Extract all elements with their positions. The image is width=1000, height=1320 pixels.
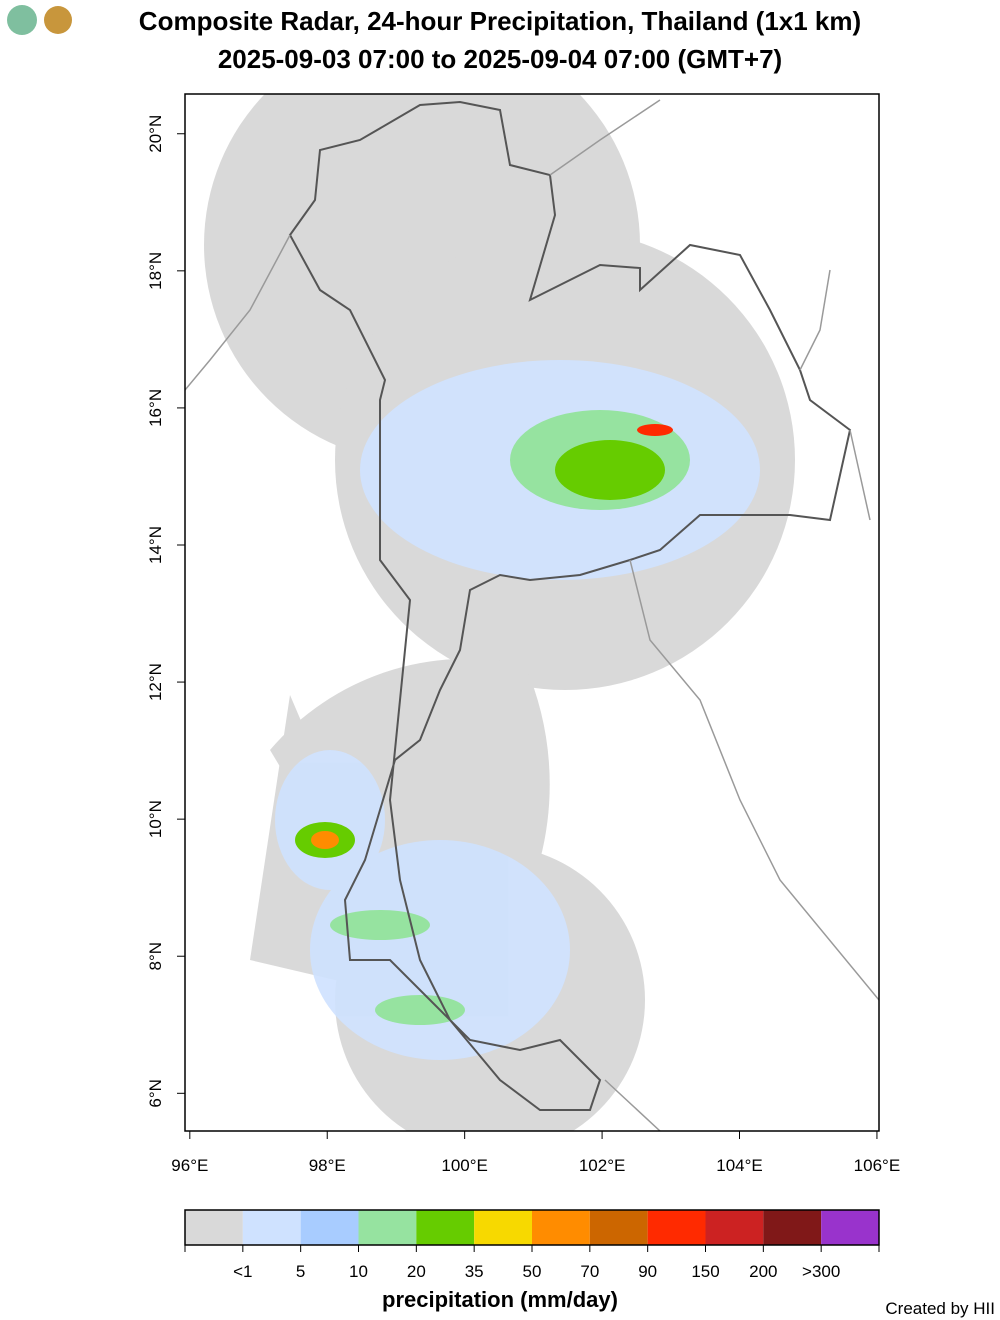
- y-tick-label: 18°N: [146, 252, 165, 290]
- colorbar-swatch: [474, 1210, 532, 1245]
- x-tick-label: 100°E: [441, 1156, 488, 1175]
- map-frame: [184, 93, 880, 1132]
- colorbar-label: 90: [638, 1262, 657, 1281]
- rain-area: [637, 424, 673, 436]
- colorbar-swatch: [416, 1210, 475, 1245]
- colorbar-swatch: [705, 1210, 764, 1245]
- y-tick-label: 14°N: [146, 526, 165, 564]
- colorbar-title: precipitation (mm/day): [382, 1287, 618, 1312]
- subtitle: 2025-09-03 07:00 to 2025-09-04 07:00 (GM…: [218, 44, 782, 74]
- x-tick-label: 104°E: [716, 1156, 763, 1175]
- logo: [44, 6, 72, 34]
- colorbar-label: 5: [296, 1262, 305, 1281]
- colorbar-swatch: [763, 1210, 822, 1245]
- colorbar-label: >300: [802, 1262, 840, 1281]
- rain-area: [275, 750, 385, 890]
- credit: Created by HII: [885, 1299, 995, 1318]
- colorbar-swatch: [358, 1210, 417, 1245]
- x-tick-label: 98°E: [309, 1156, 346, 1175]
- title: Composite Radar, 24-hour Precipitation, …: [139, 6, 861, 36]
- colorbar-swatch: [589, 1210, 648, 1245]
- colorbar-label: 35: [465, 1262, 484, 1281]
- x-tick-label: 102°E: [579, 1156, 626, 1175]
- y-tick-label: 20°N: [146, 115, 165, 153]
- colorbar-label: 20: [407, 1262, 426, 1281]
- colorbar-swatch: [647, 1210, 706, 1245]
- rain-area: [311, 831, 339, 849]
- y-tick-label: 6°N: [146, 1079, 165, 1108]
- colorbar-label: 200: [749, 1262, 777, 1281]
- y-tick-label: 10°N: [146, 800, 165, 838]
- colorbar-swatch: [242, 1210, 301, 1245]
- colorbar-label: 150: [691, 1262, 719, 1281]
- colorbar-swatch: [532, 1210, 590, 1245]
- colorbar-swatch: [821, 1210, 879, 1245]
- colorbar-label: 50: [523, 1262, 542, 1281]
- colorbar-swatch: [185, 1210, 243, 1245]
- logo: [7, 5, 37, 35]
- x-tick-label: 106°E: [854, 1156, 901, 1175]
- colorbar-label: 70: [580, 1262, 599, 1281]
- rain-area: [375, 995, 465, 1025]
- rain-area: [330, 910, 430, 940]
- colorbar-label: 10: [349, 1262, 368, 1281]
- y-tick-label: 12°N: [146, 663, 165, 701]
- x-tick-label: 96°E: [171, 1156, 208, 1175]
- colorbar-label: <1: [233, 1262, 252, 1281]
- y-tick-label: 8°N: [146, 942, 165, 971]
- country-border: [288, 100, 852, 1111]
- rain-area: [310, 840, 570, 1060]
- colorbar-swatch: [300, 1210, 359, 1245]
- map-layer: [185, 94, 879, 1131]
- y-tick-label: 16°N: [146, 389, 165, 427]
- neighbor-border: [185, 99, 879, 1131]
- rain-heavy: [295, 410, 690, 1025]
- rain-area: [555, 440, 665, 500]
- logos: [7, 5, 72, 35]
